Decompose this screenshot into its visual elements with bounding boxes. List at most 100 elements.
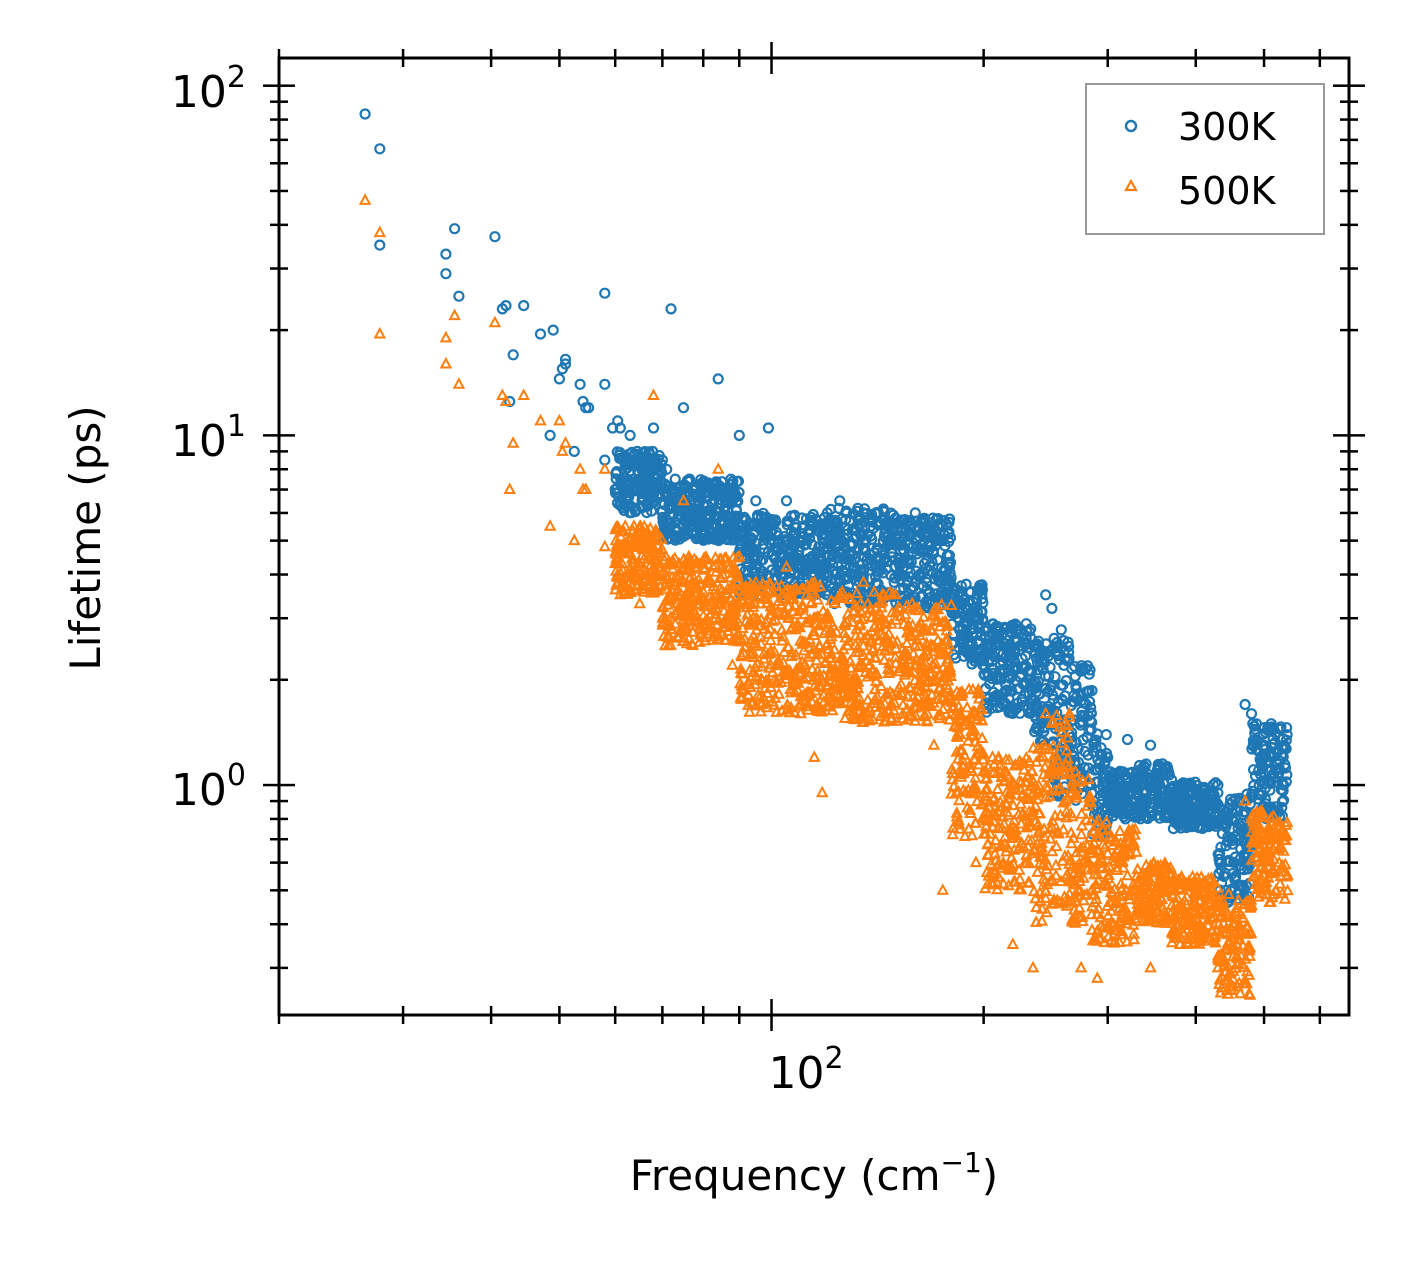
point-300k: [721, 495, 733, 507]
point-300k: [788, 567, 800, 579]
point-300k: [632, 465, 644, 477]
point-300k: [834, 495, 846, 507]
point-300k: [634, 476, 646, 488]
point-300k: [992, 623, 1005, 635]
point-300k: [1008, 655, 1021, 667]
point-300k: [1082, 749, 1094, 761]
point-300k: [1139, 811, 1152, 823]
point-300k: [893, 567, 906, 579]
point-300k: [991, 633, 1003, 645]
point-300k: [1011, 661, 1023, 674]
point-300k: [733, 486, 745, 499]
point-300k: [1014, 683, 1026, 695]
point-300k: [643, 463, 655, 475]
point-300k: [599, 287, 611, 299]
point-300k: [1246, 785, 1259, 797]
point-300k: [619, 463, 631, 475]
point-500k: [624, 570, 637, 583]
point-300k: [647, 422, 660, 434]
point-300k: [614, 447, 626, 459]
point-300k: [689, 519, 701, 531]
point-300k: [1132, 803, 1144, 816]
point-300k: [921, 576, 933, 589]
point-300k: [800, 559, 812, 572]
point-300k: [662, 480, 674, 492]
point-300k: [1049, 671, 1061, 683]
point-300k: [674, 482, 686, 494]
point-300k: [577, 395, 589, 408]
point-300k: [624, 429, 636, 441]
point-300k: [1214, 802, 1226, 814]
point-300k: [628, 478, 641, 490]
point-300k: [1029, 709, 1041, 722]
point-300k: [670, 524, 682, 536]
point-500k: [636, 539, 649, 551]
point-300k: [1144, 773, 1156, 785]
point-300k: [1258, 739, 1270, 751]
point-300k: [1001, 699, 1013, 711]
point-300k: [1062, 636, 1074, 648]
point-300k: [669, 473, 681, 485]
point-300k: [829, 514, 841, 526]
point-300k: [623, 491, 635, 503]
point-300k: [1046, 602, 1058, 615]
point-300k: [1075, 665, 1088, 677]
point-300k: [1280, 776, 1292, 788]
point-300k: [865, 530, 877, 542]
point-300k: [917, 567, 929, 579]
point-300k: [1219, 867, 1231, 879]
point-300k: [780, 495, 793, 507]
point-300k: [660, 513, 672, 526]
point-300k: [937, 534, 949, 547]
point-300k: [518, 300, 530, 312]
point-300k: [874, 553, 887, 565]
point-300k: [903, 558, 915, 570]
point-500k: [633, 556, 646, 569]
point-300k: [544, 429, 556, 441]
point-300k: [904, 514, 916, 527]
point-300k: [990, 671, 1002, 684]
point-300k: [1060, 674, 1072, 687]
point-500k: [627, 564, 640, 577]
point-300k: [534, 328, 547, 340]
point-500k: [627, 540, 641, 553]
point-300k: [858, 551, 870, 563]
point-300k: [1191, 821, 1204, 833]
point-300k: [1020, 618, 1032, 630]
point-300k: [1145, 806, 1158, 818]
point-300k: [717, 531, 729, 543]
point-300k: [944, 567, 956, 579]
point-300k: [689, 483, 702, 496]
point-300k: [1249, 770, 1262, 782]
point-300k: [559, 353, 572, 365]
point-300k: [903, 571, 915, 583]
point-300k: [1270, 764, 1282, 777]
point-300k: [606, 422, 619, 434]
point-300k: [614, 422, 626, 434]
point-300k: [1267, 722, 1279, 734]
point-300k: [692, 532, 705, 544]
point-300k: [1156, 758, 1169, 770]
point-300k: [686, 524, 699, 537]
point-300k: [743, 547, 755, 559]
point-300k: [1089, 764, 1101, 776]
point-300k: [1031, 638, 1043, 650]
point-300k: [1229, 873, 1241, 886]
point-300k: [1104, 793, 1116, 805]
point-300k: [781, 557, 794, 569]
point-300k: [870, 577, 882, 589]
point-300k: [1034, 660, 1047, 672]
point-300k: [440, 268, 452, 280]
point-300k: [980, 638, 992, 650]
point-300k: [946, 597, 959, 609]
point-300k: [489, 231, 501, 243]
point-500k: [617, 524, 631, 537]
point-300k: [639, 446, 651, 459]
point-300k: [582, 402, 595, 414]
point-300k: [1220, 856, 1232, 868]
point-300k: [799, 554, 812, 567]
point-300k: [776, 541, 788, 553]
point-300k: [1186, 794, 1198, 806]
point-300k: [814, 563, 827, 576]
point-300k: [1144, 739, 1157, 751]
